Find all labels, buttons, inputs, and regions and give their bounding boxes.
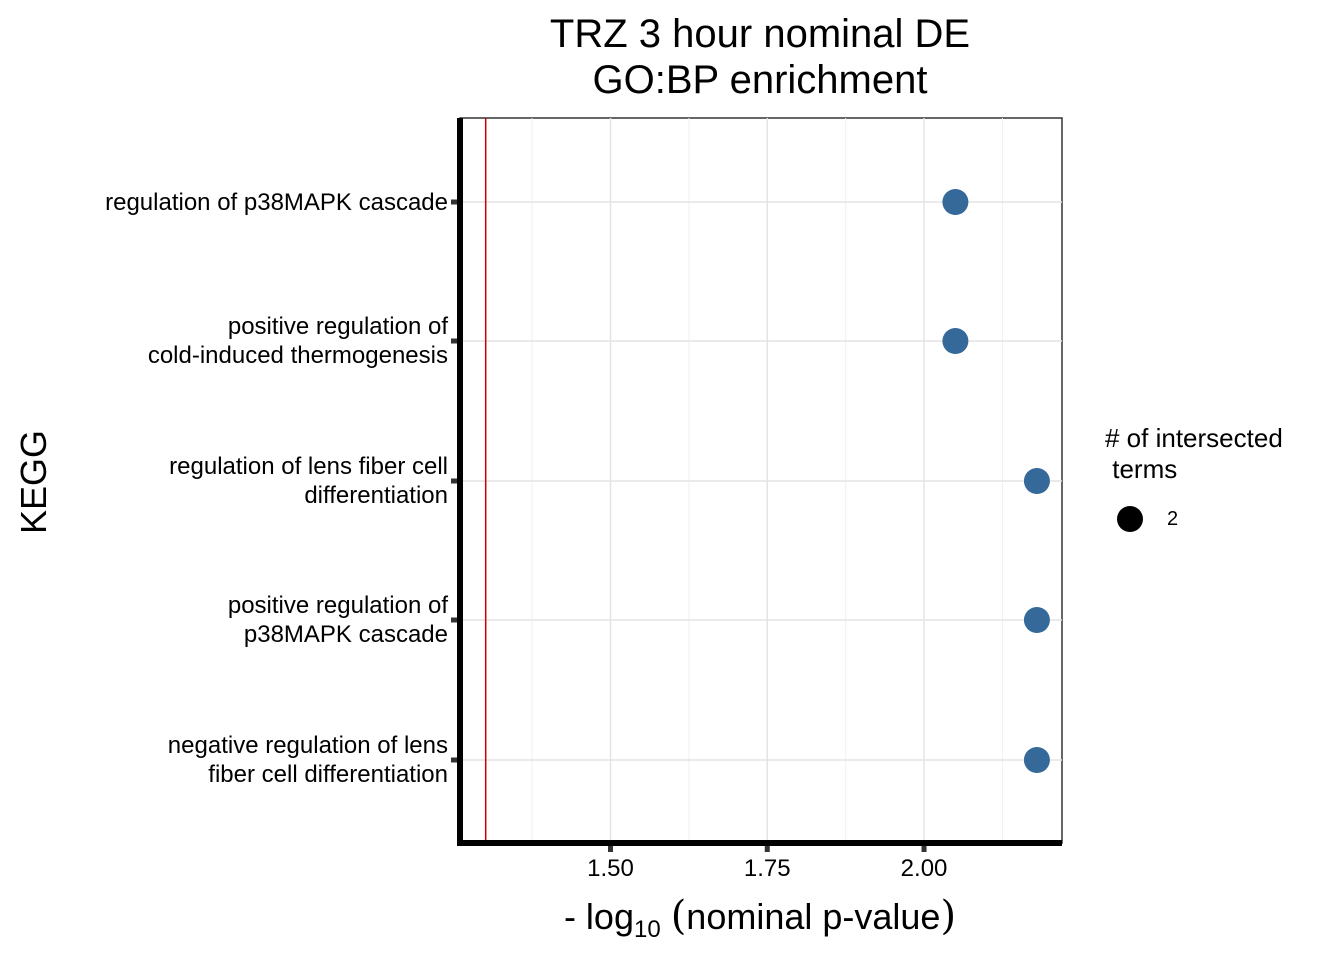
y-tick-label-line: positive regulation of [227,313,448,340]
y-tick-label-line: negative regulation of lens [167,732,448,759]
x-axis-title-prefix: - log [563,896,634,937]
x-axis-title-text: nominal p-value [686,896,941,937]
chart-title-line-1: TRZ 3 hour nominal DE [549,12,971,56]
x-tick-label: 1.75 [743,855,791,882]
data-point [942,328,969,354]
y-tick-label-line: cold-induced thermogenesis [147,342,448,369]
y-tick-label: regulation of lens fiber cell differentia… [169,452,448,510]
y-tick-label-line: regulation of lens fiber cell [169,453,448,480]
y-tick-label-line: differentiation [304,482,448,509]
x-tick-label: 2.00 [900,855,948,882]
data-point [1023,607,1050,633]
x-axis-title-subscript: 10 [633,916,661,943]
data-point [942,189,969,215]
x-tick-label: 1.50 [587,855,634,882]
y-axis-title: KEGG [13,429,54,535]
y-tick-label: negative regulation of lens fiber cell di… [168,731,448,789]
legend-label: 2 [1167,508,1179,530]
legend-title: # of intersected terms [1105,423,1283,484]
data-point [1023,468,1050,494]
y-tick-label: regulation of p38MAPK cascade [105,188,448,217]
data-point [1023,747,1050,773]
y-tick-label: positive regulation of cold-induced therm… [148,312,448,370]
y-tick-label-line: fiber cell differentiation [208,761,448,788]
y-tick-label-line: positive regulation of [227,592,448,619]
x-axis-title: - log10 (nominal p-value) [563,893,957,943]
y-tick-label-line: p38MAPK cascade [243,621,448,648]
y-tick-label: positive regulation of p38MAPK cascade [228,591,448,649]
legend-dot [1117,506,1143,532]
chart-title-line-2: GO:BP enrichment [592,58,928,102]
y-tick-label-line: regulation of p38MAPK cascade [105,188,448,216]
